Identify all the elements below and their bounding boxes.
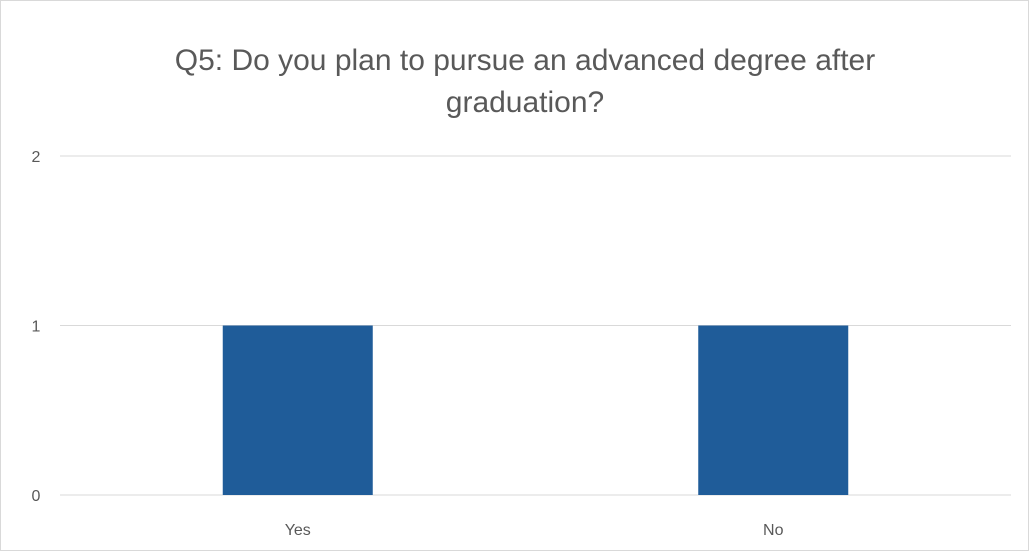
bar-yes (222, 325, 373, 495)
y-tick-label: 0 (32, 488, 41, 505)
x-axis-ticks: Yes No (285, 522, 784, 539)
x-tick-label: No (763, 522, 784, 539)
y-tick-label: 1 (32, 319, 41, 336)
chart-title-line-2: graduation? (446, 86, 604, 119)
gridlines (60, 155, 1011, 496)
y-tick-label: 2 (32, 149, 41, 166)
y-axis-ticks: 0 1 2 (32, 149, 41, 505)
x-tick-label: Yes (285, 522, 311, 539)
chart-title-line-1: Q5: Do you plan to pursue an advanced de… (175, 44, 875, 77)
bar-no (698, 325, 849, 495)
bars (222, 325, 849, 495)
chart-title: Q5: Do you plan to pursue an advanced de… (175, 44, 875, 119)
